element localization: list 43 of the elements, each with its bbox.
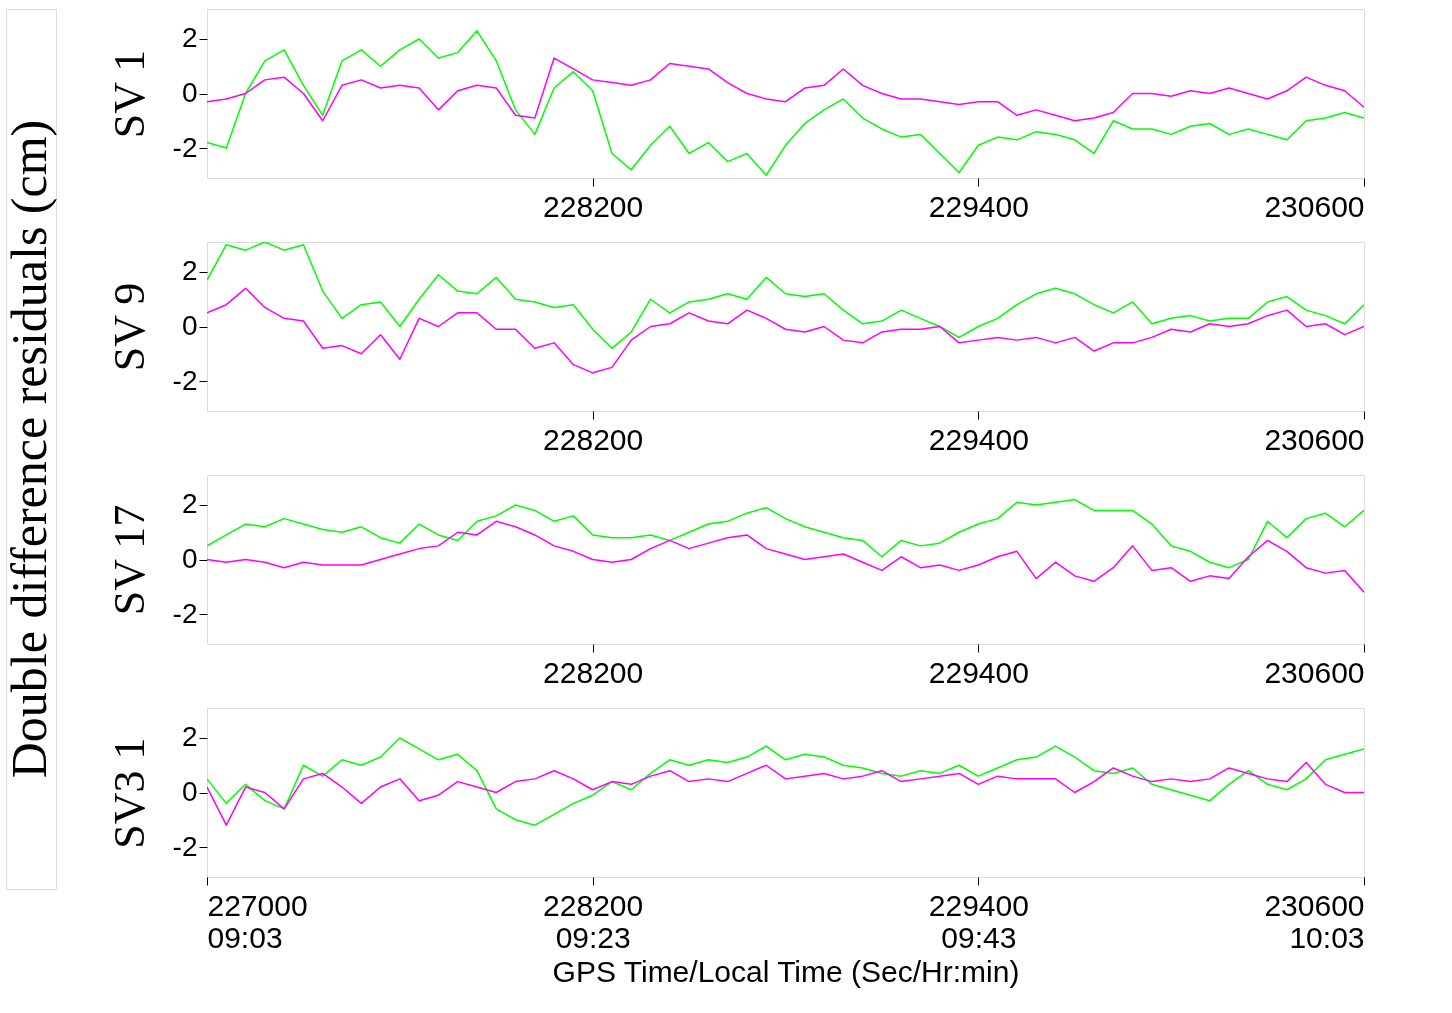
line-series bbox=[207, 761, 1364, 826]
y-tick-label: -2 bbox=[172, 597, 198, 629]
y-axis-title: SV 9 bbox=[104, 282, 154, 372]
x2-tick-label: 09:43 bbox=[941, 920, 1017, 954]
y-tick-label: -2 bbox=[172, 830, 198, 862]
line-series bbox=[207, 242, 1364, 350]
x-tick-label: 230600 bbox=[1264, 189, 1365, 223]
y-axis-title: SV3 1 bbox=[104, 737, 154, 849]
x2-tick-label: 09:23 bbox=[555, 920, 631, 954]
x-tick-label: 227000 bbox=[207, 888, 308, 922]
x-axis-title: GPS Time/Local Time (Sec/Hr:min) bbox=[552, 954, 1020, 988]
text: Double difference residuals (cm) bbox=[1, 119, 57, 779]
y-tick-label: -2 bbox=[172, 364, 198, 396]
line-series bbox=[207, 498, 1364, 569]
x2-tick-label: 10:03 bbox=[1289, 920, 1365, 954]
x-tick-label: 228200 bbox=[543, 189, 644, 223]
y-tick-label: -2 bbox=[172, 131, 198, 163]
line-series bbox=[207, 737, 1364, 826]
x-tick-label: 228200 bbox=[543, 422, 644, 456]
x-tick-label: 229400 bbox=[928, 422, 1029, 456]
line-series bbox=[207, 30, 1364, 177]
y-tick-label: 2 bbox=[181, 22, 198, 54]
x-tick-label: 230600 bbox=[1264, 422, 1365, 456]
y-tick-label: 2 bbox=[181, 721, 198, 753]
x-tick-label: 230600 bbox=[1264, 655, 1365, 689]
line-series bbox=[207, 287, 1364, 374]
line-series bbox=[207, 57, 1364, 122]
x-tick-label: 230600 bbox=[1264, 888, 1365, 922]
line-series bbox=[207, 520, 1364, 593]
y-tick-label: 2 bbox=[181, 255, 198, 287]
y-tick-label: 0 bbox=[181, 310, 198, 341]
x-tick-label: 228200 bbox=[543, 655, 644, 689]
y-tick-label: 2 bbox=[181, 488, 198, 520]
y-tick-label: 0 bbox=[181, 776, 198, 807]
y-axis-title: SV 17 bbox=[104, 504, 154, 616]
x-tick-label: 229400 bbox=[928, 888, 1029, 922]
x-tick-label: 229400 bbox=[928, 655, 1029, 689]
y-tick-label: 0 bbox=[181, 77, 198, 108]
x-tick-label: 229400 bbox=[928, 189, 1029, 223]
x-tick-label: 228200 bbox=[543, 888, 644, 922]
y-tick-label: 0 bbox=[181, 543, 198, 574]
x2-tick-label: 09:03 bbox=[207, 920, 283, 954]
y-axis-title: SV 1 bbox=[104, 49, 154, 139]
